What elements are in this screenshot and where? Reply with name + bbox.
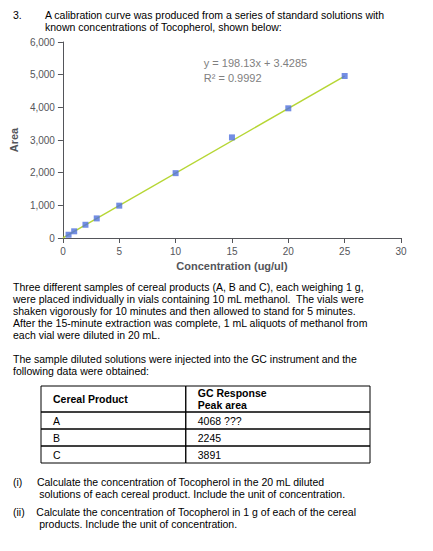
svg-text:1,000: 1,000 [30,200,55,211]
svg-text:Cereal Product: Cereal Product [53,393,128,405]
svg-text:15: 15 [226,246,238,257]
svg-text:A calibration curve was produc: A calibration curve was produced from a … [45,9,384,21]
svg-text:25: 25 [339,246,351,257]
svg-text:products. Include the unit of: products. Include the unit of concentrat… [13,518,237,530]
svg-text:4,000: 4,000 [30,102,55,113]
svg-text:A: A [53,415,60,427]
svg-text:(ii) Calculate the concentr: (ii) Calculate the concentration of Toco… [13,506,356,518]
svg-text:3891: 3891 [198,449,222,461]
svg-text:5: 5 [116,246,122,257]
svg-text:known concentrations of Tocoph: known concentrations of Tocopherol, show… [45,21,282,33]
svg-text:0: 0 [60,246,66,257]
svg-text:0: 0 [49,233,55,244]
svg-text:3,000: 3,000 [30,135,55,146]
svg-text:following data were obtained:: following data were obtained: [13,365,149,377]
svg-text:The sample diluted solutions w: The sample diluted solutions were inject… [13,353,357,365]
svg-text:5,000: 5,000 [30,69,55,80]
svg-text:10: 10 [170,246,182,257]
svg-text:Concentration (ug/ul): Concentration (ug/ul) [176,260,288,272]
svg-text:R² = 0.9992: R² = 0.9992 [204,72,262,84]
svg-text:4068 ???: 4068 ??? [198,415,242,427]
svg-text:were placed individually in vi: were placed individually in vials contai… [12,293,364,305]
svg-text:Peak area: Peak area [198,399,247,411]
svg-text:30: 30 [395,246,407,257]
svg-text:shaken vigorously for 10 minut: shaken vigorously for 10 minutes and the… [13,305,356,317]
svg-text:Area: Area [8,127,20,152]
svg-text:20: 20 [283,246,295,257]
svg-text:2,000: 2,000 [30,167,55,178]
svg-text:B: B [53,432,60,444]
svg-text:GC Response: GC Response [198,387,267,399]
svg-text:(i) Calculate the concentr: (i) Calculate the concentration of Tocop… [13,476,324,488]
svg-text:3.: 3. [13,9,22,21]
svg-text:each vial were diluted in 20 m: each vial were diluted in 20 mL. [13,329,160,341]
svg-text:2245: 2245 [198,432,222,444]
svg-text:solutions of each cereal produ: solutions of each cereal product. Includ… [13,488,345,500]
svg-text:After the 15-minute extraction: After the 15-minute extraction was compl… [13,317,368,329]
svg-text:y = 198.13x + 3.4285: y = 198.13x + 3.4285 [204,57,307,69]
svg-text:6,000: 6,000 [30,37,55,48]
svg-text:C: C [53,449,61,461]
svg-text:Three different samples of cer: Three different samples of cereal produc… [13,281,364,293]
